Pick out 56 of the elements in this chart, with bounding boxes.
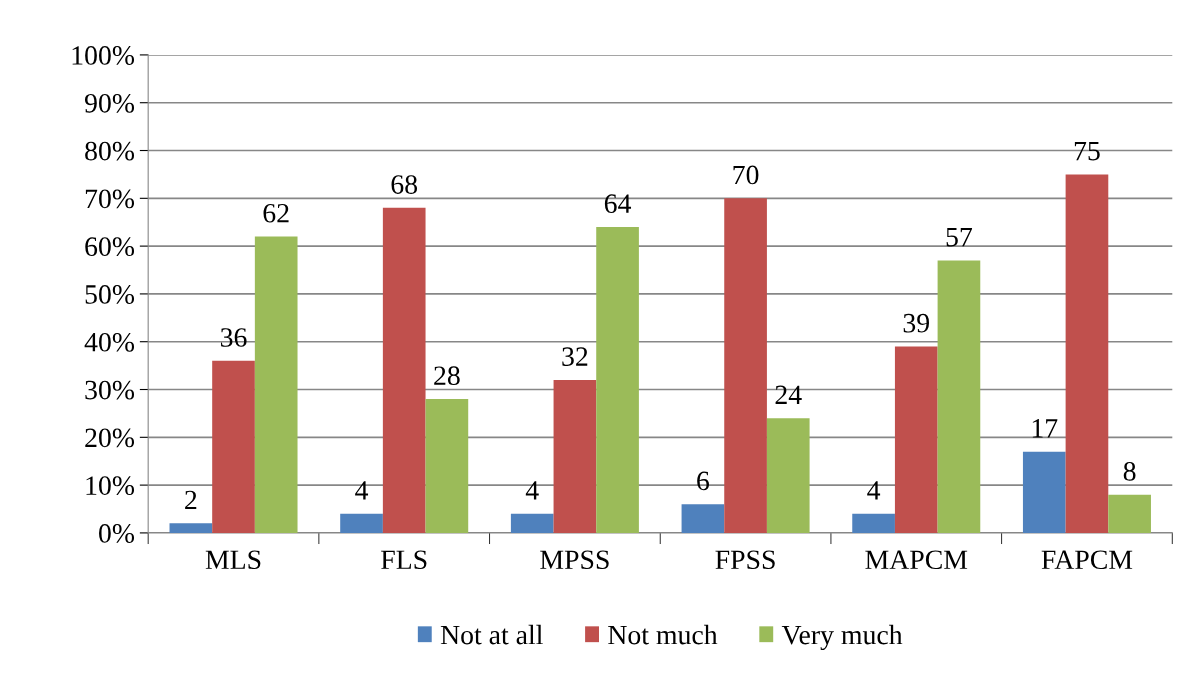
legend-label: Not much <box>608 624 718 645</box>
y-tick-label: 30% <box>85 380 135 400</box>
y-tick-label: 0% <box>99 524 135 543</box>
bar <box>212 360 255 533</box>
y-tick-label: 90% <box>84 93 135 113</box>
bar <box>169 523 213 533</box>
data-label: 8 <box>1123 461 1136 481</box>
data-label: 36 <box>220 328 247 347</box>
bar <box>596 226 639 533</box>
bar <box>852 513 895 533</box>
data-label: 64 <box>604 194 632 214</box>
bar <box>382 207 426 533</box>
bar <box>894 346 938 533</box>
data-label: 62 <box>263 203 289 223</box>
data-label: 4 <box>867 481 881 500</box>
x-tick-label: FPSS <box>715 550 775 570</box>
bar <box>553 379 597 533</box>
data-label: 6 <box>697 471 710 491</box>
y-tick-label: 10% <box>86 476 135 496</box>
bar <box>937 260 981 533</box>
bar <box>254 236 298 533</box>
x-tick-label: MAPCM <box>865 550 968 570</box>
y-tick-label: 60% <box>85 237 135 257</box>
data-label: 2 <box>185 490 197 510</box>
x-tick-label: FAPCM <box>1041 550 1133 570</box>
bar <box>766 418 810 533</box>
data-label: 75 <box>1074 141 1100 161</box>
data-label: 17 <box>1032 419 1058 438</box>
y-tick-label: 40% <box>84 332 135 352</box>
y-tick-label: 80% <box>85 141 135 161</box>
data-label: 28 <box>434 366 460 386</box>
legend-label: Not at all <box>440 624 543 645</box>
data-label: 70 <box>733 165 759 185</box>
bar <box>1108 494 1151 533</box>
x-tick-label: FLS <box>381 550 427 570</box>
bar <box>1022 451 1066 533</box>
data-label: 32 <box>562 347 588 366</box>
data-label: 4 <box>355 481 369 500</box>
bar <box>1065 174 1109 533</box>
data-label: 4 <box>525 481 539 500</box>
x-tick-label: MPSS <box>540 550 609 570</box>
y-tick-label: 100% <box>72 46 135 65</box>
legend-label: Very much <box>781 624 903 651</box>
data-label: 57 <box>946 228 973 247</box>
data-label: 24 <box>775 385 802 404</box>
bar <box>425 399 469 533</box>
bar <box>724 198 767 533</box>
bar <box>510 513 554 533</box>
x-tick-label: MLS <box>205 550 261 570</box>
bar <box>340 513 383 533</box>
y-tick-label: 70% <box>85 189 135 209</box>
y-tick-label: 20% <box>85 428 135 448</box>
data-label: 68 <box>391 175 418 194</box>
y-tick-label: 50% <box>85 285 135 304</box>
data-label: 39 <box>903 313 930 333</box>
bar <box>681 504 725 533</box>
